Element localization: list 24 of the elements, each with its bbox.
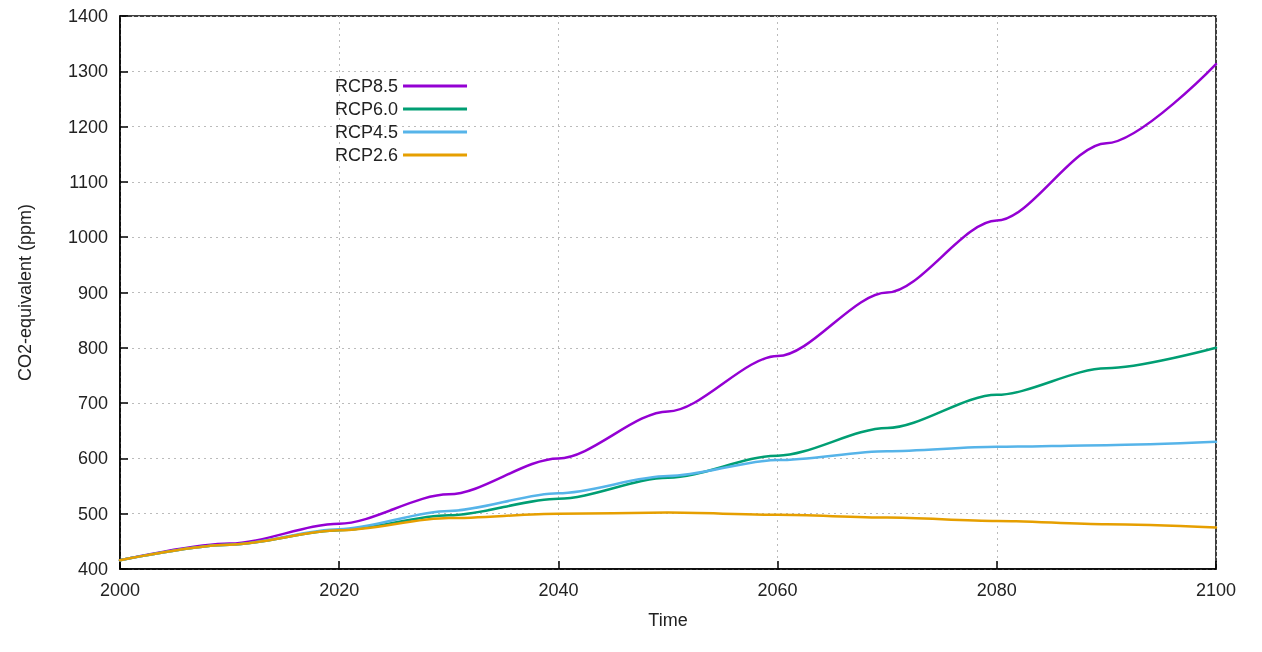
legend-label: RCP6.0	[335, 99, 399, 119]
legend-label: RCP4.5	[335, 122, 399, 142]
y-tick-label: 1200	[67, 116, 108, 137]
x-tick-label: 2000	[99, 580, 141, 600]
y-tick-label: 600	[77, 448, 108, 469]
line-series	[118, 511, 1218, 562]
y-tick-label: 900	[77, 282, 108, 303]
y-tick-label: 400	[77, 559, 108, 579]
y-tick-label: 1100	[69, 171, 108, 192]
x-tick-label: 2040	[538, 580, 579, 600]
y-tick-label: 1000	[67, 227, 108, 248]
y-tick-label: 1300	[67, 61, 108, 82]
x-axis-title: Time	[648, 610, 688, 630]
y-axis-title: CO2-equivalent (ppm)	[15, 203, 35, 382]
y-tick-label: 700	[77, 393, 108, 414]
legend-label: RCP8.5	[335, 76, 399, 96]
legend-label: RCP2.6	[335, 145, 399, 165]
x-tick-label: 2020	[319, 580, 360, 600]
x-tick-label: 2080	[976, 580, 1017, 600]
y-tick-label: 500	[77, 503, 108, 524]
x-tick-label: 2100	[1195, 580, 1237, 600]
y-tick-label: 1400	[67, 6, 108, 26]
x-tick-label: 2060	[757, 580, 798, 600]
y-tick-label: 800	[77, 337, 108, 358]
